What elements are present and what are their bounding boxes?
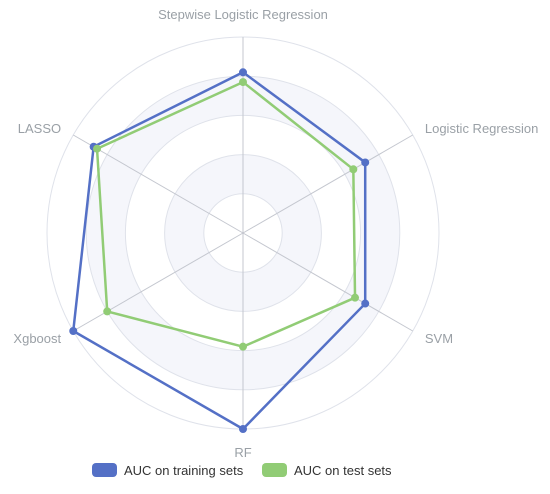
series-0-point-4[interactable] <box>69 327 78 335</box>
series-1-point-3[interactable] <box>239 342 247 351</box>
axis-line-2 <box>242 232 413 332</box>
axis-label-4: Xgboost <box>13 331 61 346</box>
axis-line-5 <box>73 134 244 234</box>
series-1-point-0[interactable] <box>239 78 247 87</box>
series-0-point-2[interactable] <box>361 299 370 308</box>
series-1-point-4[interactable] <box>103 307 112 316</box>
legend-label-1[interactable]: AUC on test sets <box>294 463 392 478</box>
legend-swatch-1[interactable] <box>262 463 287 477</box>
legend-label-0[interactable]: AUC on training sets <box>124 463 244 478</box>
axis-line-4 <box>73 232 244 332</box>
axis-lines <box>73 37 413 429</box>
series-0-point-1[interactable] <box>361 158 370 167</box>
series-0-point-3[interactable] <box>239 425 247 433</box>
series-layer <box>69 68 370 433</box>
series-1-point-5[interactable] <box>93 144 102 153</box>
axis-label-0: Stepwise Logistic Regression <box>158 7 328 22</box>
axis-labels: Stepwise Logistic Regression Logistic Reg… <box>13 7 538 460</box>
axis-label-2: SVM <box>425 331 453 346</box>
axis-line-1 <box>242 134 413 234</box>
series-0-point-0[interactable] <box>239 68 247 77</box>
axis-label-3: RF <box>234 445 251 460</box>
series-1-point-2[interactable] <box>351 293 360 302</box>
legend-swatch-0[interactable] <box>92 463 117 477</box>
series-1-point-1[interactable] <box>349 165 358 174</box>
legend: AUC on training sets AUC on test sets <box>92 463 392 478</box>
axis-label-5: LASSO <box>18 121 61 136</box>
axis-label-1: Logistic Regression <box>425 121 538 136</box>
